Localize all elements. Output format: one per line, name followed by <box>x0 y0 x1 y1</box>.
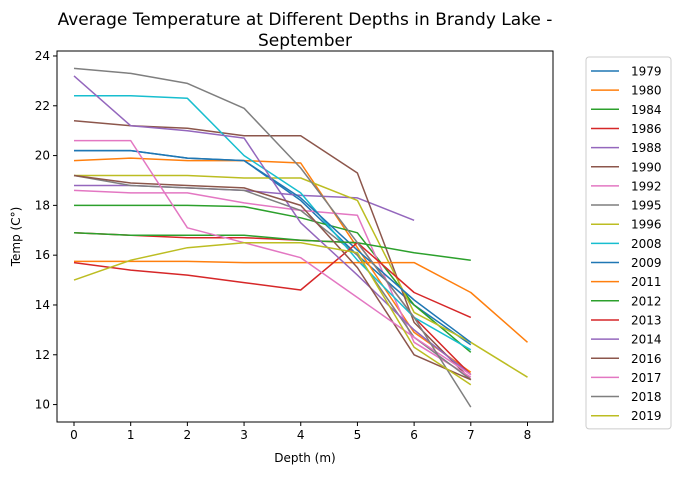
legend-label-2011: 2011 <box>631 275 662 289</box>
y-axis: 10 12 14 16 18 20 22 24 <box>35 49 57 412</box>
legend-label-2019: 2019 <box>631 409 662 423</box>
series-line-2016 <box>73 174 472 381</box>
legend-label-1986: 1986 <box>631 122 662 136</box>
x-axis: 0 1 2 3 4 5 6 7 8 <box>70 422 531 442</box>
series-line-2008 <box>74 95 472 351</box>
y-tick-label: 12 <box>35 348 50 362</box>
legend: 1979 1980 1984 1986 1988 1990 1992 1995 1996 2008… <box>585 56 672 430</box>
y-axis-label: Temp (C°) <box>9 207 23 268</box>
series-line-1984 <box>74 204 472 353</box>
y-tick-label: 16 <box>35 248 50 262</box>
x-tick-label: 7 <box>467 428 475 442</box>
x-axis-label: Depth (m) <box>274 451 335 465</box>
legend-label-1979: 1979 <box>631 65 662 79</box>
legend-label-2014: 2014 <box>631 333 662 347</box>
series-line-2011 <box>74 260 528 343</box>
legend-label-2016: 2016 <box>631 352 662 366</box>
series-line-2013 <box>73 241 472 319</box>
x-tick-label: 5 <box>354 428 362 442</box>
x-tick-label: 6 <box>410 428 418 442</box>
legend-label-2013: 2013 <box>631 313 662 327</box>
legend-label-2018: 2018 <box>631 390 662 404</box>
legend-label-1990: 1990 <box>631 160 662 174</box>
y-tick-label: 10 <box>35 398 50 412</box>
plot-area-frame <box>56 50 554 423</box>
series-line-1980 <box>73 157 472 373</box>
chart-title-line-2: September <box>258 31 352 51</box>
y-tick-label: 18 <box>35 198 50 212</box>
x-tick-label: 2 <box>184 428 192 442</box>
series-line-1995 <box>73 174 472 381</box>
chart-title-line-1: Average Temperature at Different Depths … <box>58 10 553 30</box>
series-line-2019 <box>73 241 472 386</box>
series-layer <box>73 67 528 408</box>
series-line-2018 <box>73 67 472 408</box>
x-tick-label: 0 <box>70 428 78 442</box>
series-line-1986 <box>73 232 472 376</box>
x-tick-label: 3 <box>240 428 248 442</box>
x-tick-label: 4 <box>297 428 305 442</box>
legend-label-2012: 2012 <box>631 294 662 308</box>
series-line-2014 <box>73 75 472 376</box>
legend-label-1980: 1980 <box>631 84 662 98</box>
series-line-1996 <box>74 174 528 378</box>
legend-label-1992: 1992 <box>631 179 662 193</box>
legend-label-2008: 2008 <box>631 237 662 251</box>
series-line-2012 <box>73 232 471 261</box>
y-tick-label: 24 <box>35 49 50 63</box>
legend-label-1995: 1995 <box>631 199 662 213</box>
y-tick-label: 22 <box>35 99 50 113</box>
y-tick-label: 20 <box>35 149 50 163</box>
legend-label-2017: 2017 <box>631 371 662 385</box>
x-tick-label: 1 <box>127 428 135 442</box>
y-tick-label: 14 <box>35 298 50 312</box>
legend-label-1996: 1996 <box>631 218 662 232</box>
legend-label-2009: 2009 <box>631 256 662 270</box>
legend-label-1988: 1988 <box>631 141 662 155</box>
legend-frame <box>585 56 672 430</box>
x-tick-label: 8 <box>524 428 532 442</box>
legend-label-1984: 1984 <box>631 103 662 117</box>
